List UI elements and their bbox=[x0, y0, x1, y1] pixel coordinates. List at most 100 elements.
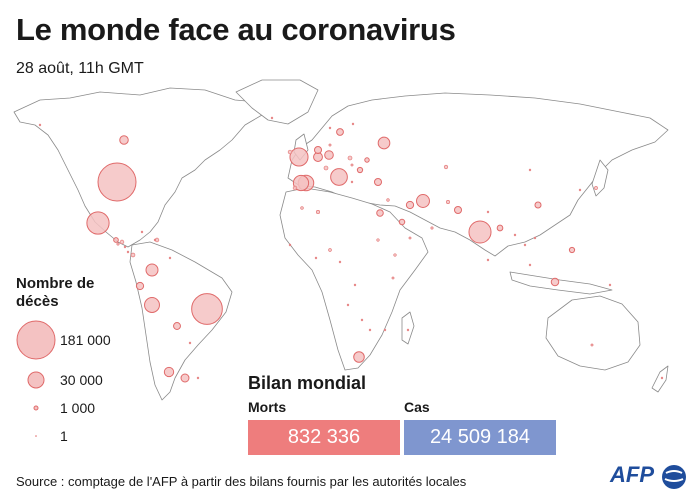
bubble-nepal bbox=[486, 210, 490, 214]
bubble-philippines bbox=[568, 246, 576, 254]
cas-value: 24 509 184 bbox=[404, 420, 556, 455]
bubble-costa-rica bbox=[126, 250, 130, 254]
bubble-cuba bbox=[140, 230, 144, 234]
bubble-venezuela bbox=[168, 256, 172, 260]
legend-circle-30000 bbox=[27, 371, 45, 389]
bubble-usa bbox=[97, 162, 137, 202]
bubble-russia bbox=[377, 136, 391, 150]
bubble-haiti bbox=[153, 238, 157, 242]
bubble-australia bbox=[590, 343, 594, 347]
bubble-sudan bbox=[376, 238, 380, 242]
bubble-ghana bbox=[314, 256, 318, 260]
bubble-new-zealand bbox=[660, 376, 664, 380]
bubble-uruguay bbox=[196, 376, 200, 380]
bubble-israel bbox=[386, 198, 390, 202]
morts-label: Morts bbox=[248, 399, 287, 415]
bubble-iceland bbox=[270, 116, 274, 120]
bubble-zimbabwe bbox=[368, 328, 372, 332]
bubble-egypt bbox=[376, 209, 384, 217]
bubble-honduras bbox=[119, 239, 125, 245]
bubble-senegal bbox=[288, 243, 292, 247]
legend-title: Nombre de décès bbox=[16, 275, 95, 310]
afp-globe-icon bbox=[662, 465, 686, 489]
bubble-uk bbox=[289, 147, 309, 167]
bubble-cameroon bbox=[338, 260, 342, 264]
bubble-brazil bbox=[191, 293, 223, 325]
source-note: Source : comptage de l'AFP à partir des … bbox=[16, 474, 467, 489]
north-america-shape bbox=[13, 87, 263, 248]
land-masses bbox=[13, 79, 669, 401]
bubble-mexico bbox=[86, 211, 110, 235]
bubble-angola bbox=[346, 303, 350, 307]
legend-label-30000: 30 000 bbox=[60, 372, 103, 388]
bubble-italy bbox=[330, 168, 348, 186]
bubble-kazakhstan bbox=[443, 164, 449, 170]
bubble-nicaragua bbox=[123, 245, 127, 249]
bubble-vietnam bbox=[533, 236, 537, 240]
bubble-turkey bbox=[373, 177, 383, 187]
bubble-myanmar bbox=[513, 233, 517, 237]
greenland-shape bbox=[235, 79, 319, 125]
bubble-denmark bbox=[328, 143, 332, 147]
bubble-yemen bbox=[408, 236, 412, 240]
death-bubbles bbox=[38, 116, 664, 383]
afp-logo: AFP bbox=[610, 462, 654, 487]
bubble-algeria bbox=[315, 209, 321, 215]
bubble-argentina bbox=[180, 373, 190, 383]
cas-label: Cas bbox=[404, 399, 430, 415]
bubble-switzerland bbox=[323, 165, 329, 171]
bubble-kenya bbox=[391, 276, 395, 280]
bubble-ukraine bbox=[364, 157, 370, 163]
bubble-colombia bbox=[145, 263, 159, 277]
bubble-ecuador bbox=[135, 281, 145, 291]
bubble-netherlands bbox=[313, 145, 323, 155]
bubble-china bbox=[534, 201, 542, 209]
madagascar-shape bbox=[401, 311, 415, 345]
bubble-germany bbox=[324, 150, 334, 160]
world-map bbox=[13, 79, 669, 401]
bubble-panama bbox=[130, 252, 136, 258]
bubble-alaska bbox=[38, 123, 42, 127]
bubble-chile bbox=[163, 366, 175, 378]
bubble-ethiopia bbox=[393, 253, 397, 257]
bubble-oman bbox=[430, 226, 434, 230]
bubble-ireland bbox=[287, 149, 293, 155]
bubble-sweden bbox=[336, 128, 344, 136]
legend-circle-1000 bbox=[33, 405, 39, 411]
bubble-japan bbox=[594, 186, 598, 190]
legend-circles bbox=[16, 320, 56, 437]
bubble-papua-ng bbox=[608, 283, 612, 287]
legend-circle-181000 bbox=[16, 320, 56, 360]
bubble-indonesia bbox=[550, 277, 560, 287]
bubble-bangladesh bbox=[496, 224, 504, 232]
bilan-title: Bilan mondial bbox=[248, 373, 367, 393]
bubble-pakistan bbox=[453, 205, 463, 215]
bubble-south-africa bbox=[353, 351, 365, 363]
bubble-finland bbox=[351, 122, 355, 126]
legend-label-1000: 1 000 bbox=[60, 400, 96, 416]
bubble-romania bbox=[356, 166, 364, 174]
bubble-norway bbox=[328, 126, 332, 130]
bubble-spain bbox=[292, 174, 310, 192]
legend-label-1: 1 bbox=[60, 428, 68, 444]
bubble-iran bbox=[416, 194, 430, 208]
australia-shape bbox=[545, 295, 641, 371]
date-subtitle: 28 août, 11h GMT bbox=[16, 60, 144, 77]
bubble-mongolia bbox=[528, 168, 532, 172]
bubble-nigeria bbox=[328, 248, 332, 252]
bubble-korea bbox=[578, 188, 582, 192]
bubble-guatemala bbox=[113, 237, 119, 243]
bubble-afghanistan bbox=[446, 200, 450, 204]
bubble-morocco bbox=[300, 206, 304, 210]
bubble-mozambique bbox=[383, 328, 387, 332]
bubble-thailand bbox=[523, 243, 527, 247]
bubble-madagascar bbox=[406, 328, 410, 332]
bubble-zambia bbox=[360, 318, 364, 322]
bubble-poland bbox=[347, 155, 353, 161]
bubble-canada bbox=[119, 135, 129, 145]
bubble-drc bbox=[353, 283, 357, 287]
bubble-peru bbox=[144, 297, 160, 313]
bubble-india bbox=[468, 220, 492, 244]
bubble-hungary bbox=[350, 163, 354, 167]
indonesia-shape bbox=[509, 271, 613, 295]
